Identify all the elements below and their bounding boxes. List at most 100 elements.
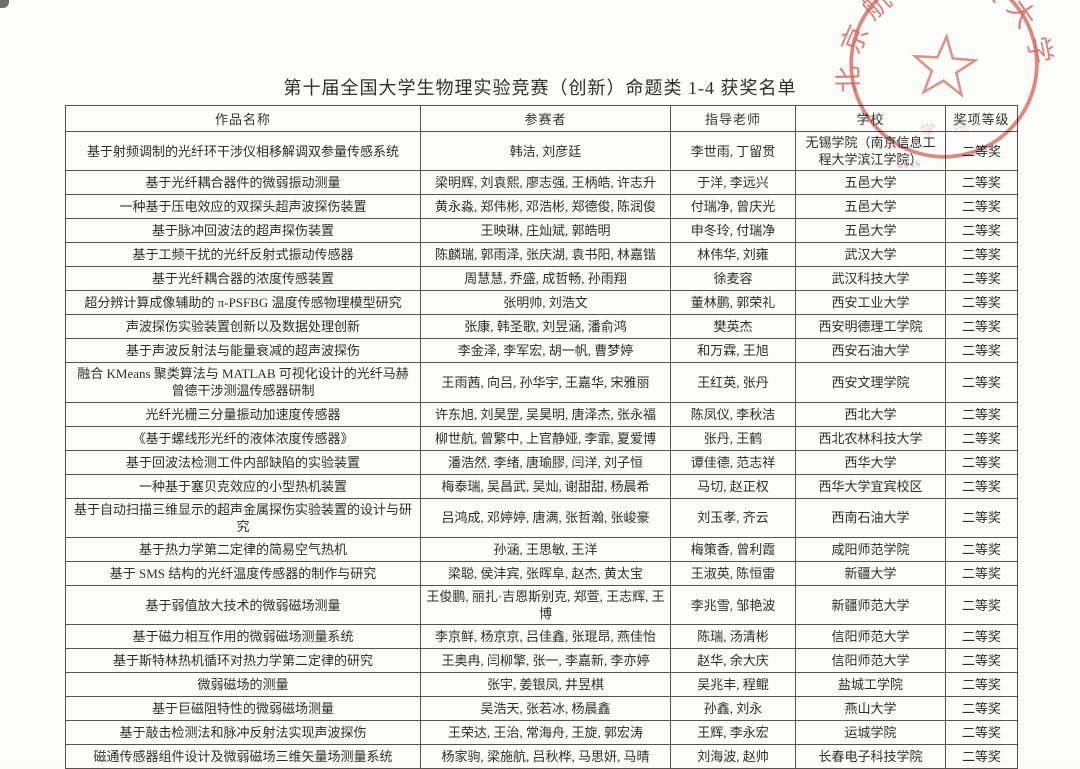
school-cell: 武汉大学 <box>795 242 946 268</box>
work-title-cell: 基于自动扫描三维显示的超声金属探伤实验装置的设计与研究 <box>65 497 421 538</box>
participants-cell: 杨家驹, 梁施航, 吕秋桦, 马思妍, 马晴 <box>420 744 671 769</box>
award-cell: 二等奖 <box>945 242 1018 268</box>
table-row: 基于光纤耦合器件的微弱振动测量 梁明辉, 刘袁熙, 廖志强, 王柄皓, 许志升 … <box>65 170 1018 196</box>
scan-artifact <box>0 0 9 8</box>
table-header-row: 作品名称 参赛者 指导老师 学校 奖项等级 <box>65 105 1018 132</box>
award-cell: 二等奖 <box>945 497 1018 538</box>
work-title-cell: 基于工频干扰的光纤反射式振动传感器 <box>65 242 421 268</box>
work-title-cell: 一种基于压电效应的双探头超声波探伤装置 <box>65 194 421 220</box>
table-row: 《基于螺线形光纤的液体浓度传感器》 柳世航, 曾繁中, 上官静娅, 李霏, 夏爱… <box>65 425 1018 451</box>
advisors-cell: 谭佳德, 范志祥 <box>670 449 796 475</box>
advisors-cell: 王辉, 李永宏 <box>670 720 796 746</box>
award-cell: 二等奖 <box>945 473 1018 499</box>
table-row: 磁通传感器组件设计及微弱磁场三维矢量场测量系统 杨家驹, 梁施航, 吕秋桦, 马… <box>65 744 1018 769</box>
participants-cell: 吕鸿成, 邓婷婷, 唐满, 张哲瀚, 张峻豪 <box>420 497 671 538</box>
participants-cell: 梁明辉, 刘袁熙, 廖志强, 王柄皓, 许志升 <box>420 170 671 196</box>
school-cell: 武汉科技大学 <box>795 266 946 292</box>
award-cell: 二等奖 <box>945 314 1018 340</box>
advisors-cell: 陈瑞, 汤清彬 <box>670 624 796 650</box>
advisors-cell: 申冬玲, 付瑞净 <box>670 218 796 244</box>
award-cell: 二等奖 <box>945 744 1018 769</box>
school-cell: 西南石油大学 <box>795 497 946 538</box>
advisors-cell: 孙鑫, 刘永 <box>670 696 796 722</box>
table-row: 微弱磁场的测量 张宇, 姜银凤, 井昱棋 吴兆丰, 程鲲 盐城工学院 二等奖 <box>65 672 1018 698</box>
school-cell: 五邑大学 <box>795 170 946 196</box>
table-row: 声波探伤实验装置创新以及数据处理创新 张康, 韩圣歌, 刘昱涵, 潘俞鸿 樊英杰… <box>65 314 1018 340</box>
table-row: 基于脉冲回波法的超声探伤装置 王映琳, 庄灿斌, 郭皓明 申冬玲, 付瑞净 五邑… <box>65 218 1018 244</box>
work-title-cell: 基于巨磁阻特性的微弱磁场测量 <box>65 696 421 722</box>
work-title-cell: 一种基于塞贝克效应的小型热机装置 <box>65 473 421 499</box>
advisors-cell: 王红英, 张丹 <box>670 362 796 403</box>
table-row: 基于射频调制的光纤环干涉仪相移解调双参量传感系统 韩洁, 刘彦廷 李世雨, 丁留… <box>65 130 1018 172</box>
school-cell: 运城学院 <box>795 720 946 746</box>
award-cell: 二等奖 <box>945 720 1018 746</box>
school-cell: 无锡学院（南京信息工程大学滨江学院） <box>795 130 946 172</box>
advisors-cell: 陈凤仪, 李秋洁 <box>670 401 796 427</box>
participants-cell: 王映琳, 庄灿斌, 郭皓明 <box>420 218 671 244</box>
award-cell: 二等奖 <box>945 624 1018 650</box>
work-title-cell: 基于回波法检测工件内部缺陷的实验装置 <box>65 449 421 475</box>
table-row: 基于自动扫描三维显示的超声金属探伤实验装置的设计与研究 吕鸿成, 邓婷婷, 唐满… <box>65 497 1018 538</box>
award-cell: 二等奖 <box>945 130 1018 172</box>
school-cell: 西安石油大学 <box>795 338 946 364</box>
school-cell: 西安明德理工学院 <box>795 314 946 340</box>
work-title-cell: 基于 SMS 结构的光纤温度传感器的制作与研究 <box>65 560 421 586</box>
advisors-cell: 和万霖, 王旭 <box>670 338 796 364</box>
participants-cell: 周慧慧, 乔盛, 成哲畅, 孙雨翔 <box>420 266 671 292</box>
column-header-school: 学校 <box>795 105 946 132</box>
award-cell: 二等奖 <box>945 536 1018 562</box>
award-cell: 二等奖 <box>945 290 1018 316</box>
table-row: 基于工频干扰的光纤反射式振动传感器 陈麟瑞, 郭雨泽, 张庆湖, 袁书阳, 林嘉… <box>65 242 1018 268</box>
participants-cell: 王荣达, 王治, 常海舟, 王旋, 郭宏涛 <box>420 720 671 746</box>
work-title-cell: 基于光纤耦合器的浓度传感装置 <box>65 266 421 292</box>
school-cell: 盐城工学院 <box>795 672 946 698</box>
award-cell: 二等奖 <box>945 170 1018 196</box>
award-cell: 二等奖 <box>945 584 1018 626</box>
advisors-cell: 付瑞净, 曾庆光 <box>670 194 796 220</box>
work-title-cell: 基于斯特林热机循环对热力学第二定律的研究 <box>65 648 421 674</box>
participants-cell: 张宇, 姜银凤, 井昱棋 <box>420 672 671 698</box>
participants-cell: 张明帅, 刘浩文 <box>420 290 671 316</box>
award-table-body: 基于射频调制的光纤环干涉仪相移解调双参量传感系统 韩洁, 刘彦廷 李世雨, 丁留… <box>65 130 1018 769</box>
advisors-cell: 吴兆丰, 程鲲 <box>670 672 796 698</box>
work-title-cell: 超分辨计算成像辅助的 π-PSFBG 温度传感物理模型研究 <box>65 290 421 316</box>
school-cell: 西北农林科技大学 <box>795 425 946 451</box>
school-cell: 西安工业大学 <box>795 290 946 316</box>
table-row: 基于声波反射法与能量衰减的超声波探伤 李金泽, 李军宏, 胡一帆, 曹梦婷 和万… <box>65 338 1018 364</box>
table-row: 基于热力学第二定律的简易空气热机 孙涵, 王思敏, 王洋 梅策香, 曾利霞 咸阳… <box>65 536 1018 562</box>
school-cell: 燕山大学 <box>795 696 946 722</box>
advisors-cell: 刘玉孝, 齐云 <box>670 497 796 538</box>
award-cell: 二等奖 <box>945 218 1018 244</box>
table-row: 基于回波法检测工件内部缺陷的实验装置 潘浩然, 李绪, 唐瑜膠, 闫洋, 刘子恒… <box>65 449 1018 475</box>
work-title-cell: 《基于螺线形光纤的液体浓度传感器》 <box>65 425 421 451</box>
work-title-cell: 基于热力学第二定律的简易空气热机 <box>65 536 421 562</box>
work-title-cell: 基于射频调制的光纤环干涉仪相移解调双参量传感系统 <box>65 130 421 172</box>
work-title-cell: 基于声波反射法与能量衰减的超声波探伤 <box>65 338 421 364</box>
work-title-cell: 基于光纤耦合器件的微弱振动测量 <box>65 170 421 196</box>
participants-cell: 陈麟瑞, 郭雨泽, 张庆湖, 袁书阳, 林嘉锴 <box>420 242 671 268</box>
work-title-cell: 声波探伤实验装置创新以及数据处理创新 <box>65 314 421 340</box>
school-cell: 新疆大学 <box>795 560 946 586</box>
participants-cell: 王雨茜, 向吕, 孙华宇, 王嘉华, 宋雅丽 <box>420 362 671 403</box>
award-cell: 二等奖 <box>945 194 1018 220</box>
award-cell: 二等奖 <box>945 560 1018 586</box>
school-cell: 咸阳师范学院 <box>795 536 946 562</box>
participants-cell: 吴浩天, 张若冰, 杨晨鑫 <box>420 696 671 722</box>
participants-cell: 张康, 韩圣歌, 刘昱涵, 潘俞鸿 <box>420 314 671 340</box>
advisors-cell: 董林鹏, 郭荣礼 <box>670 290 796 316</box>
participants-cell: 梁聪, 侯沣宾, 张晖阜, 赵杰, 黄太宝 <box>420 560 671 586</box>
participants-cell: 孙涵, 王思敏, 王洋 <box>420 536 671 562</box>
advisors-cell: 徐麦容 <box>670 266 796 292</box>
participants-cell: 梅泰瑞, 吴昌武, 吴灿, 谢甜甜, 杨晨希 <box>420 473 671 499</box>
advisors-cell: 李世雨, 丁留贯 <box>670 130 796 172</box>
table-row: 基于敲击检测法和脉冲反射法实现声波探伤 王荣达, 王治, 常海舟, 王旋, 郭宏… <box>65 720 1018 746</box>
award-cell: 二等奖 <box>945 449 1018 475</box>
table-row: 基于磁力相互作用的微弱磁场测量系统 李京鲜, 杨京京, 吕佳鑫, 张琨昂, 燕佳… <box>65 624 1018 650</box>
work-title-cell: 微弱磁场的测量 <box>65 672 421 698</box>
school-cell: 长春电子科技学院 <box>795 744 946 769</box>
advisors-cell: 李兆雪, 邹艳波 <box>670 584 796 626</box>
advisors-cell: 刘海波, 赵帅 <box>670 744 796 769</box>
participants-cell: 王奥冉, 闫柳擎, 张一, 李嘉新, 李亦婷 <box>420 648 671 674</box>
table-row: 基于 SMS 结构的光纤温度传感器的制作与研究 梁聪, 侯沣宾, 张晖阜, 赵杰… <box>65 560 1018 586</box>
